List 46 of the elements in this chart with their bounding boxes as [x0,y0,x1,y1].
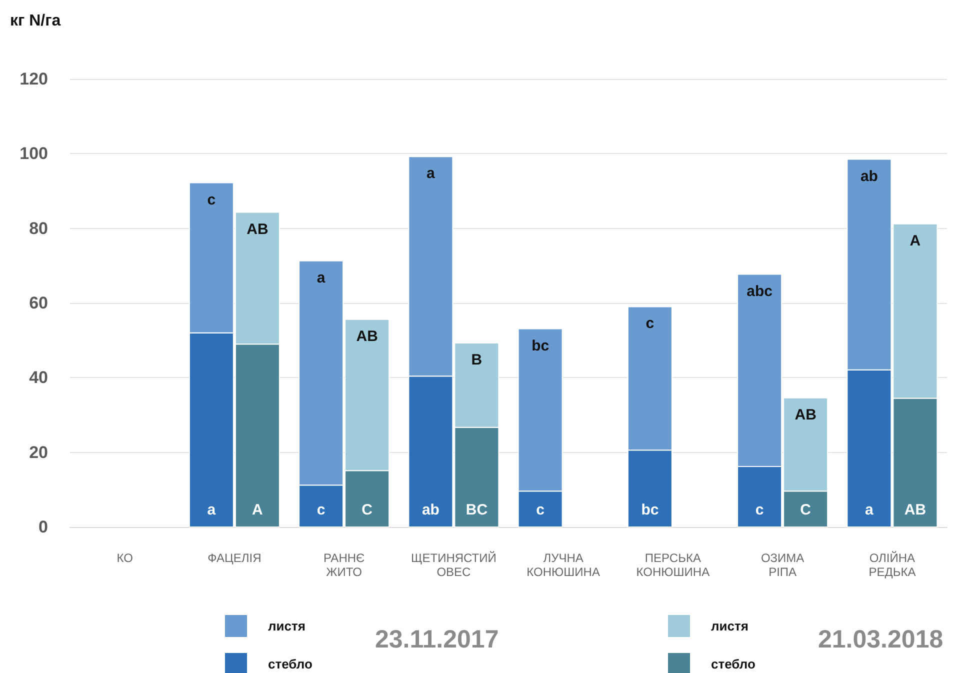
y-tick-label: 20 [29,442,48,462]
y-tick-label: 40 [29,368,48,388]
data-label: C [800,502,812,518]
legend-title: 21.03.2018 [818,626,944,654]
data-label: ab [860,168,878,185]
y-axis-title: кг N/га [10,12,61,30]
data-label: abc [746,282,772,300]
y-tick-label: 100 [20,144,48,164]
data-label: bc [532,337,550,354]
data-label: a [316,269,326,286]
data-label: BC [466,502,488,518]
x-tick-label: РАННЄ ЖИТО [323,551,366,579]
x-tick-label: ЛУЧНА КОНЮШИНА [526,551,600,579]
data-label: a [426,165,436,182]
legend-label: стебло [711,656,756,672]
data-label: C [362,502,373,518]
data-label: AB [794,406,817,424]
data-label: A [910,232,921,250]
y-tick-label: 80 [29,218,48,238]
y-tick-label: 120 [20,70,48,88]
data-label: c [536,502,544,518]
data-label: AB [246,220,268,238]
legend-label: стебло [268,656,312,672]
x-tick-label: ПЕРСЬКА КОНЮШИНА [636,551,710,579]
x-tick-label: ФАЦЕЛІЯ [208,551,262,565]
legend-label: листя [711,618,748,634]
x-tick-label: ОЗИМА РІПА [760,551,804,579]
data-label: AB [904,502,926,518]
y-tick-label: 60 [29,294,48,312]
data-label: c [207,191,216,208]
data-label: a [207,502,216,518]
data-label: AB [356,328,378,345]
data-label: A [252,502,264,518]
x-tick-label: ОЛІЙНА РЕДЬКА [868,551,916,579]
data-label: bc [641,502,659,518]
data-label: a [865,502,874,518]
data-label: c [646,315,654,332]
legend-label: листя [268,618,306,634]
x-tick-label: ЩЕТИНЯСТИЙ ОВЕС [410,551,496,579]
x-tick-label: КО [116,551,133,565]
legend-title: 23.11.2017 [375,626,499,654]
data-label: c [316,502,326,518]
data-label: B [471,351,482,368]
data-label: ab [422,502,440,518]
y-tick-label: 0 [38,518,48,536]
data-label: c [755,502,764,518]
